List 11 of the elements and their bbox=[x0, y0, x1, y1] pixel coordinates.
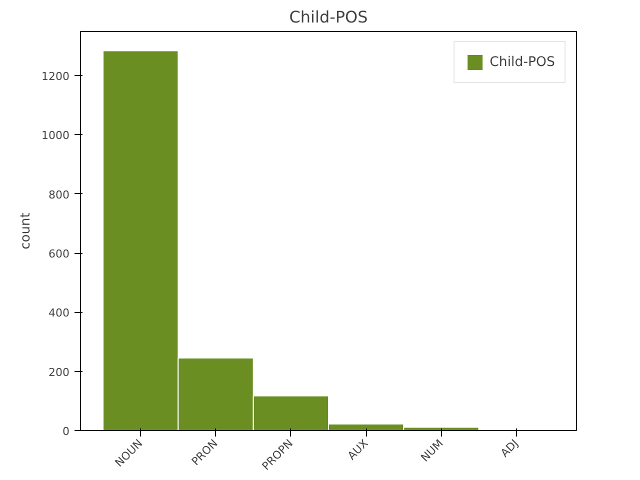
chart-title: Child-POS bbox=[289, 8, 368, 26]
legend-label: Child-POS bbox=[490, 54, 555, 70]
y-tick-label: 0 bbox=[62, 425, 70, 438]
y-tick-label: 200 bbox=[48, 366, 70, 379]
y-tick-label: 1200 bbox=[42, 70, 70, 84]
y-tick-label: 800 bbox=[48, 188, 70, 202]
x-tick-label: ADJ bbox=[498, 436, 521, 460]
y-tick-label: 400 bbox=[48, 306, 70, 320]
y-axis-title: count bbox=[18, 212, 34, 250]
y-tick-label: 1000 bbox=[42, 129, 70, 142]
y-tick-label: 600 bbox=[48, 248, 70, 261]
